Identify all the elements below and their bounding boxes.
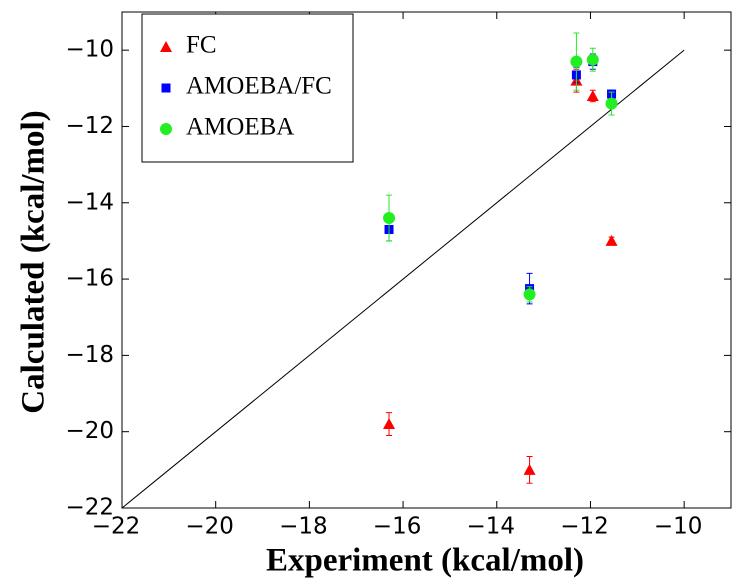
x-tick-label: −20 xyxy=(185,514,234,540)
legend-marker xyxy=(160,41,172,52)
x-tick-label: −18 xyxy=(279,514,328,540)
point xyxy=(570,55,583,68)
y-tick-label: −14 xyxy=(65,189,114,215)
y-tick-label: −10 xyxy=(65,37,114,63)
point xyxy=(383,212,396,225)
y-tick-label: −12 xyxy=(65,113,114,139)
legend-label: AMOEBA xyxy=(186,114,294,141)
x-tick-label: −12 xyxy=(560,514,609,540)
legend-marker xyxy=(160,123,172,135)
x-tick-label: −14 xyxy=(466,514,515,540)
point xyxy=(383,418,396,430)
legend-box xyxy=(141,13,354,163)
point xyxy=(605,97,618,110)
point xyxy=(586,53,599,66)
y-axis-title: Calculated (kcal/mol) xyxy=(16,110,52,413)
x-tick-label: −22 xyxy=(92,514,141,540)
legend-label: AMOEBA/FC xyxy=(186,73,332,100)
y-tick-label: −18 xyxy=(65,342,114,368)
reference-line xyxy=(121,49,685,509)
point xyxy=(523,463,536,475)
y-tick-label: −16 xyxy=(65,266,114,292)
x-axis-title: Experiment (kcal/mol) xyxy=(266,543,584,579)
legend-marker xyxy=(161,83,171,93)
y-tick-label: −20 xyxy=(65,418,114,444)
point xyxy=(605,234,618,246)
point xyxy=(523,288,536,301)
x-tick-label: −10 xyxy=(654,514,703,540)
x-tick-label: −16 xyxy=(373,514,422,540)
y-tick-label: −22 xyxy=(65,495,114,521)
plot-frame xyxy=(121,11,732,509)
legend-label: FC xyxy=(186,32,217,59)
point xyxy=(586,89,599,101)
